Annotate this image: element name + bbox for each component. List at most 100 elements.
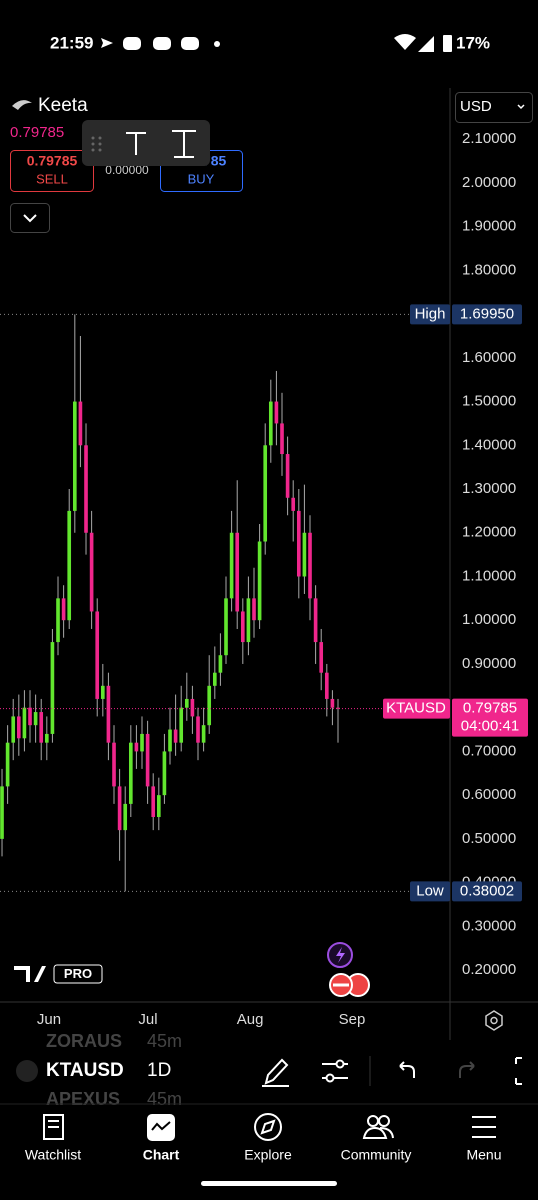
- price-label: KTAUSD: [386, 700, 446, 717]
- candle-body: [123, 803, 128, 831]
- candle-body: [257, 541, 262, 621]
- candle-body: [100, 685, 105, 699]
- candle-body: [207, 685, 212, 726]
- x-tick-label: Sep: [339, 1011, 366, 1028]
- candle-body: [112, 742, 116, 787]
- next-symbol: APEXUS: [46, 1089, 120, 1109]
- tab-label[interactable]: Watchlist: [25, 1147, 81, 1163]
- candle-body: [224, 598, 228, 656]
- candle-body: [280, 423, 284, 455]
- fullscreen-icon[interactable]: [515, 1057, 522, 1085]
- y-tick-label: 1.20000: [462, 524, 516, 541]
- level-value: 0.38002: [460, 882, 514, 899]
- candle-body: [72, 401, 77, 511]
- text-tool[interactable]: [126, 132, 146, 155]
- candle-body: [61, 598, 66, 621]
- candle-body: [296, 510, 301, 577]
- y-tick-label: 1.30000: [462, 480, 516, 497]
- candle-body: [274, 401, 279, 424]
- buy-label: BUY: [188, 171, 215, 186]
- candle-body: [16, 716, 21, 739]
- y-tick-label: 1.90000: [462, 218, 516, 235]
- y-tick-label: 1.50000: [462, 393, 516, 410]
- candle-body: [285, 454, 290, 498]
- sell-label: SELL: [36, 171, 68, 186]
- sell-price: 0.79785: [27, 153, 78, 169]
- level-value-box: [452, 304, 522, 325]
- level-value-box: [452, 881, 522, 902]
- candle-body: [196, 716, 200, 743]
- y-tick-label: 2.10000: [462, 130, 516, 147]
- chevron-icon: [23, 214, 37, 223]
- slider-knob: [335, 1059, 345, 1069]
- status-time: 21:59: [50, 33, 93, 52]
- level-label-box: [410, 881, 450, 902]
- candle-body: [140, 733, 144, 752]
- spread: 0.00000: [105, 163, 149, 177]
- y-tick-label: 0.50000: [462, 830, 516, 847]
- candle-body: [11, 716, 16, 743]
- y-tick-label: 1.00000: [462, 611, 516, 628]
- currency-select[interactable]: [455, 92, 533, 123]
- candle-body: [246, 598, 251, 643]
- candle-body: [201, 725, 206, 743]
- pro-badge: [53, 964, 103, 984]
- toolbar-symbol[interactable]: KTAUSD: [46, 1060, 124, 1081]
- symbol-name: Keeta: [38, 95, 88, 116]
- toolbar-interval[interactable]: 1D: [147, 1060, 171, 1081]
- candle-body: [89, 532, 94, 612]
- candle-body: [117, 786, 122, 831]
- candle-body: [252, 598, 256, 621]
- candle-body: [291, 497, 296, 511]
- settings-icon-center: [490, 1016, 498, 1025]
- candle-body: [173, 729, 178, 743]
- price-value: 0.79785: [463, 700, 517, 717]
- candle-body: [33, 712, 38, 726]
- candle-body: [128, 742, 133, 804]
- candle-body: [179, 707, 184, 743]
- status-icons: [101, 34, 452, 52]
- prev-interval: 45m: [147, 1031, 182, 1051]
- candle-body: [28, 707, 32, 726]
- price-label-box: [383, 698, 450, 719]
- sell-button[interactable]: [10, 150, 94, 192]
- settings-icon[interactable]: [485, 1010, 503, 1031]
- tab-label[interactable]: Chart: [143, 1147, 180, 1163]
- level-label: Low: [416, 882, 444, 899]
- tab-icons: [43, 1113, 496, 1141]
- candle-body: [268, 401, 273, 446]
- x-tick-label: Aug: [237, 1011, 264, 1028]
- tab-label[interactable]: Community: [341, 1147, 412, 1163]
- candle-body: [156, 795, 161, 818]
- x-tick-label: Jun: [37, 1011, 61, 1028]
- y-tick-label: 0.20000: [462, 961, 516, 978]
- candle-body: [336, 707, 340, 709]
- candle-body: [302, 532, 307, 577]
- collapse-button[interactable]: [10, 203, 50, 233]
- lightning-icon: [336, 947, 345, 963]
- candle-body: [56, 598, 60, 643]
- x-tick-label: Jul: [138, 1011, 157, 1028]
- candle-body: [190, 698, 195, 717]
- candle-body: [50, 642, 55, 734]
- undo-icon[interactable]: [399, 1061, 415, 1078]
- candle-body: [0, 786, 4, 839]
- draw-tool-icon[interactable]: [262, 1058, 289, 1087]
- prev-symbol: ZORAUS: [46, 1031, 122, 1051]
- chart-area: [0, 313, 450, 892]
- candle-body: [39, 712, 44, 743]
- candle-body: [235, 532, 240, 612]
- tab-label[interactable]: Menu: [466, 1147, 501, 1163]
- tab-label[interactable]: Explore: [244, 1147, 292, 1163]
- candle-body: [218, 655, 223, 673]
- y-tick-label: 0.70000: [462, 742, 516, 759]
- candle-body: [162, 751, 167, 796]
- candle-body: [319, 642, 324, 673]
- candle-body: [5, 742, 10, 787]
- last-price: 0.79785: [10, 124, 64, 141]
- candle-body: [84, 445, 88, 533]
- y-tick-label: 0.90000: [462, 655, 516, 672]
- anchored-text-tool[interactable]: [172, 130, 196, 158]
- candle-body: [134, 742, 139, 752]
